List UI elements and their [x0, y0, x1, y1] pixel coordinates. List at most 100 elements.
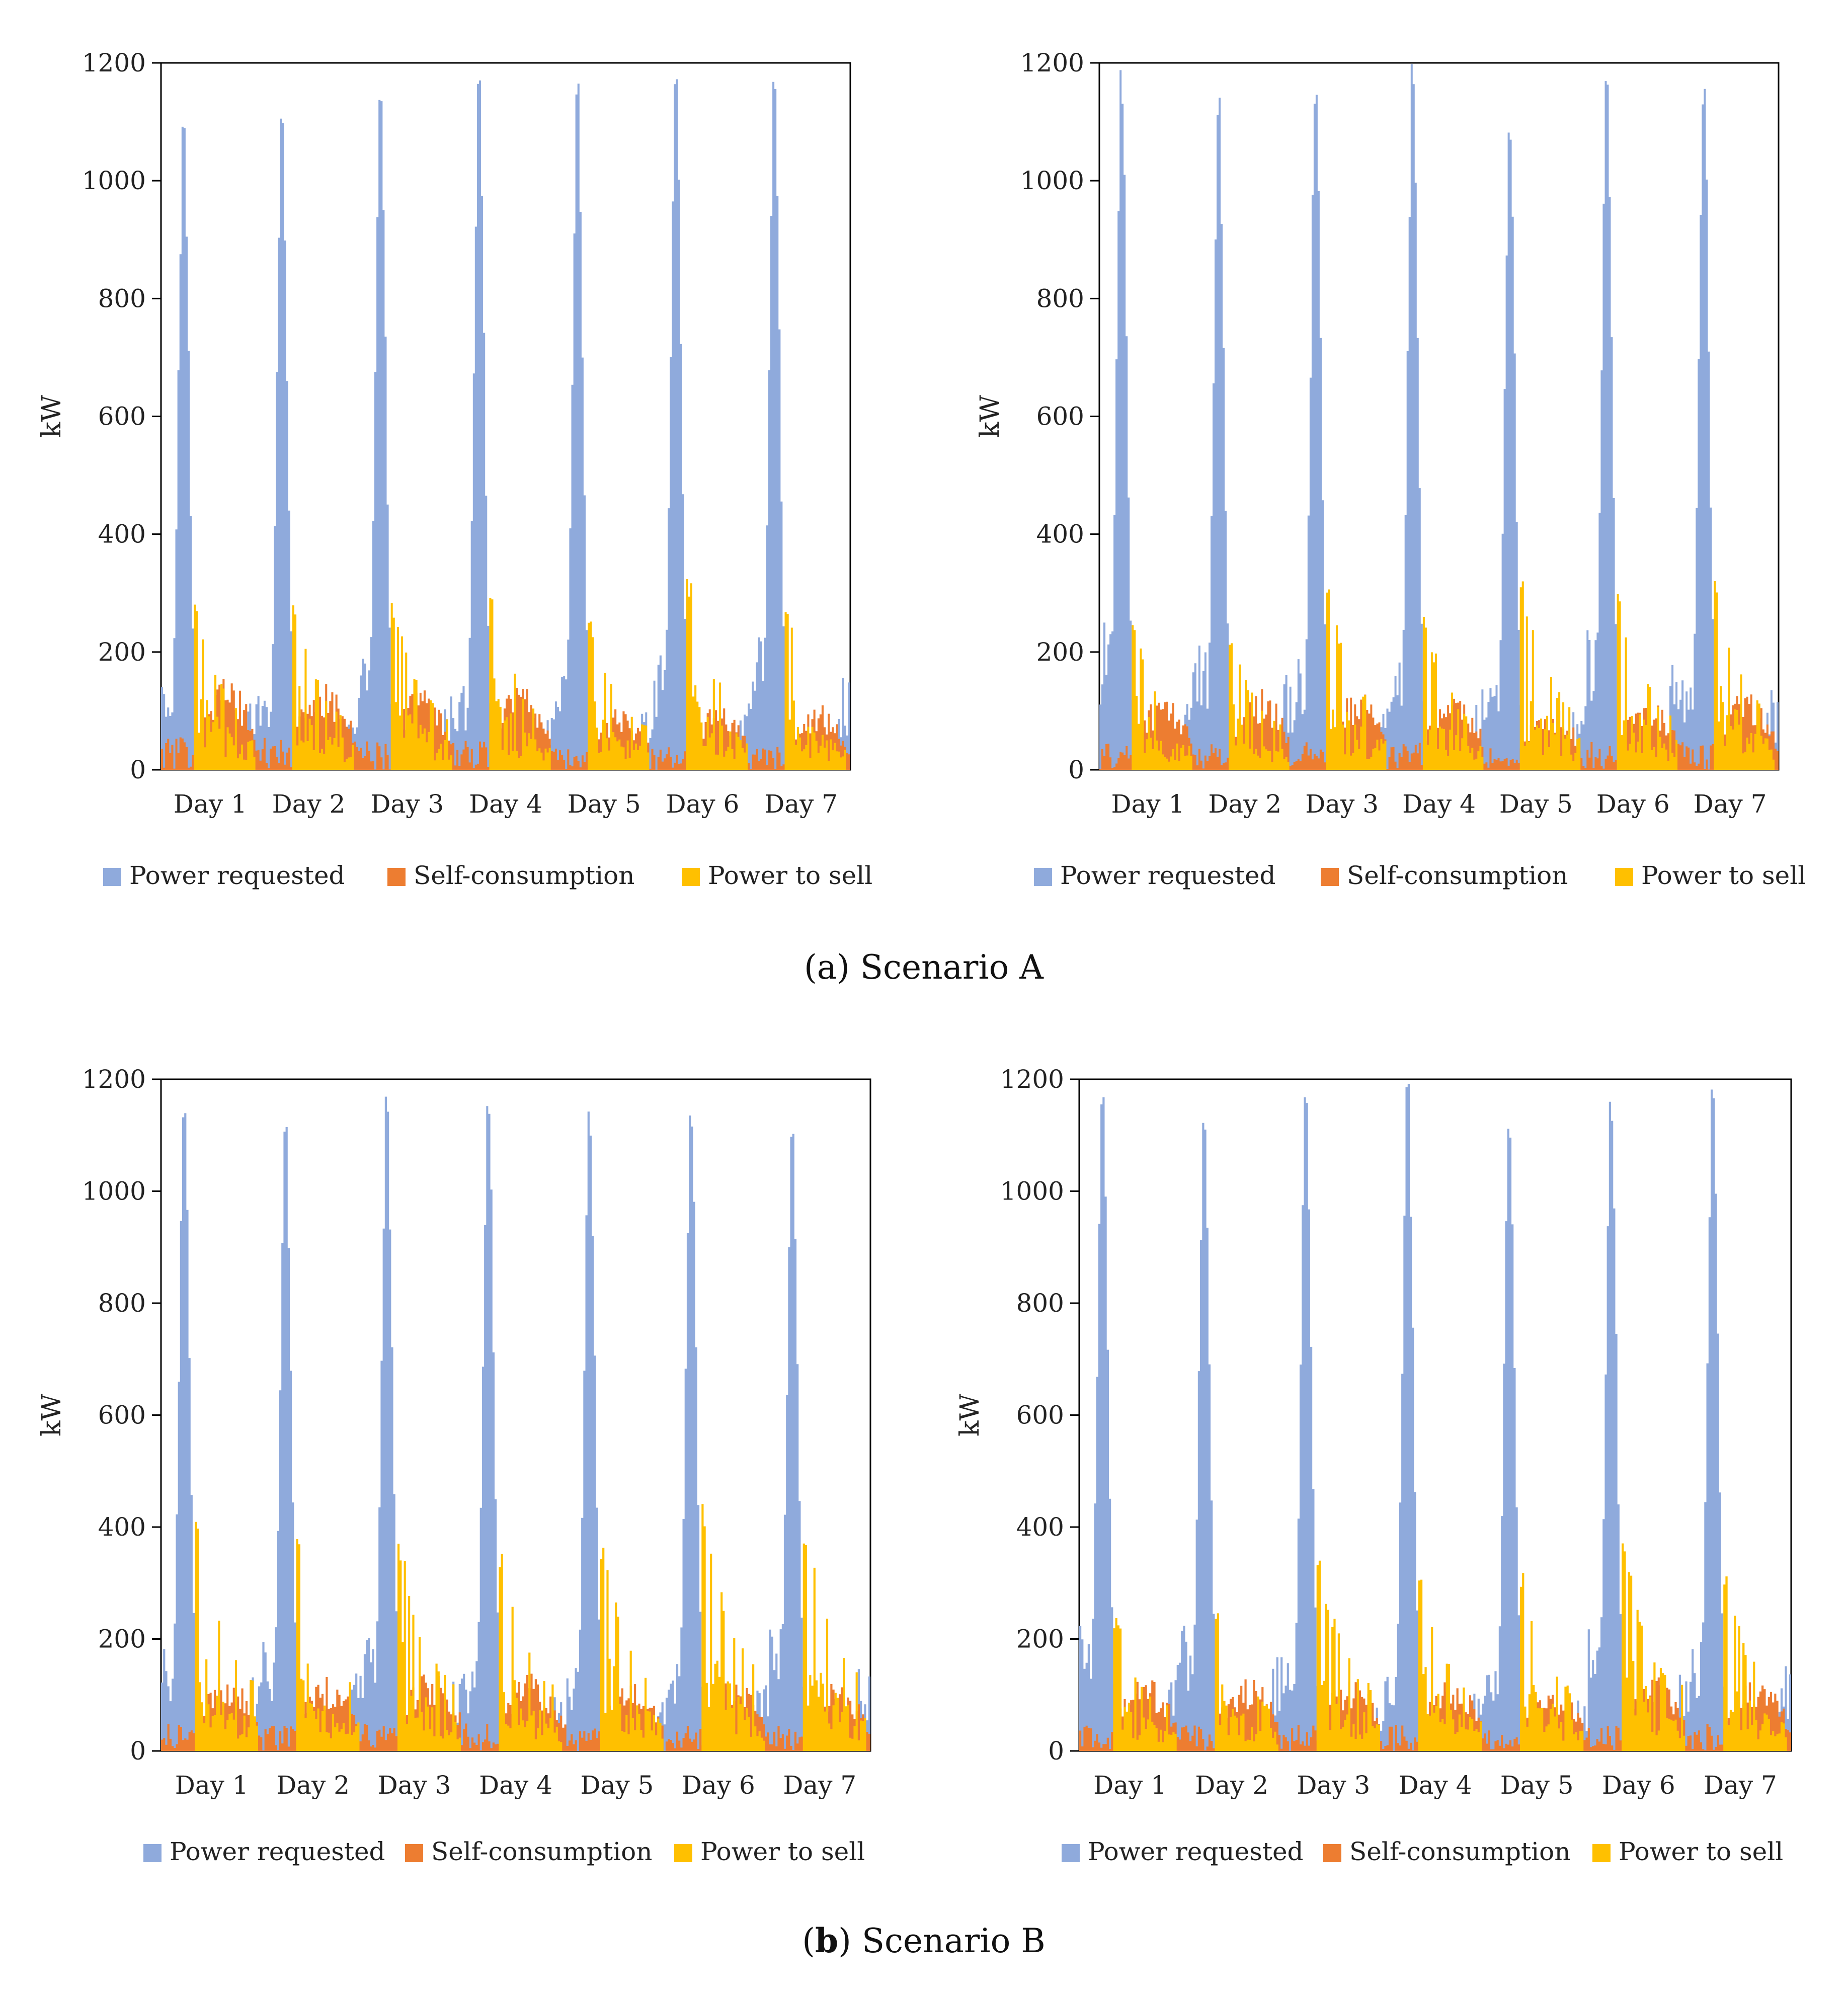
x-tick-label: Day 2 — [272, 789, 346, 819]
chart-b-left: 0 200 400 600 800 1000 1200 Day 1 Day 2 Day 3 Day … — [37, 1065, 871, 1866]
series-area-power-to-sell — [161, 1504, 870, 1751]
caption-b-bold: b — [815, 1921, 838, 1960]
y-tick-label: 400 — [98, 520, 146, 549]
legend-swatch — [103, 868, 121, 886]
legend-label: Power requested — [1088, 1837, 1304, 1866]
y-tick-label: 200 — [98, 1625, 146, 1654]
y-tick-label: 1000 — [82, 1177, 146, 1206]
x-tick-label: Day 5 — [1500, 1771, 1574, 1800]
caption-a-text: Scenario A — [860, 948, 1044, 987]
caption-b-close: ) — [838, 1922, 862, 1960]
x-tick-label: Day 2 — [276, 1771, 350, 1800]
caption-b-text: Scenario B — [862, 1922, 1046, 1960]
y-tick-label: 1200 — [82, 48, 146, 77]
legend-swatch — [387, 868, 406, 886]
caption-scenario-b: (b) Scenario B — [802, 1921, 1046, 1960]
series-area-power-requested — [161, 1096, 870, 1751]
legend-label: Self-consumption — [431, 1837, 652, 1866]
legend-swatch — [1034, 868, 1052, 886]
legend-label: Power to sell — [708, 861, 872, 890]
legend-swatch — [143, 1844, 162, 1862]
y-tick-label: 600 — [98, 1401, 146, 1430]
y-tick-label: 0 — [1048, 1736, 1064, 1766]
x-tick-label: Day 6 — [666, 789, 739, 819]
y-tick-label: 200 — [1016, 1625, 1064, 1654]
legend-label: Power to sell — [700, 1837, 865, 1866]
legend-swatch — [682, 868, 700, 886]
legend-label: Power requested — [1060, 861, 1276, 890]
x-tick-label: Day 1 — [174, 789, 247, 819]
x-tick-label: Day 1 — [1111, 789, 1184, 819]
legend-swatch — [1321, 868, 1339, 886]
y-tick-label: 800 — [98, 284, 146, 313]
y-tick-label: 1000 — [1020, 166, 1084, 195]
x-tick-label: Day 2 — [1195, 1771, 1268, 1800]
x-tick-label: Day 3 — [1297, 1771, 1370, 1800]
x-tick-label: Day 4 — [1402, 789, 1476, 819]
x-tick-label: Day 5 — [580, 1771, 654, 1800]
legend-label: Power to sell — [1619, 1837, 1783, 1866]
y-axis-label: kW — [37, 1393, 67, 1436]
y-tick-label: 800 — [1036, 284, 1084, 313]
x-tick-label: Day 6 — [682, 1771, 755, 1800]
y-tick-label: 1000 — [82, 166, 146, 195]
y-tick-label: 0 — [1068, 755, 1084, 784]
y-tick-label: 200 — [1036, 637, 1084, 667]
series-area-power-to-sell — [1079, 1543, 1791, 1751]
legend-swatch — [405, 1844, 423, 1862]
legend-label: Power to sell — [1641, 861, 1806, 890]
y-tick-label: 600 — [1036, 402, 1084, 431]
y-tick-label: 1200 — [82, 1065, 146, 1094]
y-tick-label: 400 — [98, 1512, 146, 1542]
series-area-power-to-sell — [161, 579, 850, 770]
y-tick-label: 800 — [98, 1289, 146, 1318]
y-tick-label: 0 — [130, 1736, 146, 1766]
x-tick-label: Day 7 — [1694, 789, 1767, 819]
series-area-power-requested — [1099, 64, 1779, 770]
x-tick-label: Day 4 — [479, 1771, 552, 1800]
x-tick-label: Day 7 — [783, 1771, 856, 1800]
legend-swatch — [1615, 868, 1633, 886]
caption-b-open: ( — [802, 1922, 815, 1960]
x-tick-label: Day 4 — [469, 789, 542, 819]
x-tick-label: Day 6 — [1596, 789, 1670, 819]
legend-label: Self-consumption — [1347, 861, 1568, 890]
caption-scenario-a: (a) Scenario A — [804, 948, 1044, 987]
legend-swatch — [1323, 1844, 1341, 1862]
chart-a-right: 0 200 400 600 800 1000 1200 Day 1 Day 2 Day 3 Day … — [975, 48, 1806, 890]
y-tick-label: 800 — [1016, 1289, 1064, 1318]
x-tick-label: Day 7 — [1704, 1771, 1777, 1800]
x-tick-label: Day 1 — [175, 1771, 249, 1800]
legend-label: Power requested — [170, 1837, 385, 1866]
y-tick-label: 1000 — [1000, 1177, 1064, 1206]
x-tick-label: Day 3 — [1305, 789, 1379, 819]
y-axis-label: kW — [37, 394, 67, 438]
x-tick-label: Day 3 — [370, 789, 444, 819]
x-tick-label: Day 3 — [378, 1771, 451, 1800]
legend-swatch — [1062, 1844, 1080, 1862]
x-tick-label: Day 2 — [1208, 789, 1281, 819]
x-tick-label: Day 1 — [1093, 1771, 1167, 1800]
legend-swatch — [674, 1844, 692, 1862]
legend-label: Self-consumption — [414, 861, 634, 890]
legend-label: Power requested — [129, 861, 345, 890]
caption-a-open: (a) — [804, 948, 860, 987]
chart-b-right: 0 200 400 600 800 1000 1200 Day 1 Day 2 Day 3 Day … — [955, 1065, 1792, 1866]
x-tick-label: Day 5 — [1499, 789, 1573, 819]
y-tick-label: 600 — [1016, 1401, 1064, 1430]
chart-a-left: 0 200 400 600 800 1000 1200 Day 1 Day 2 Day 3 Day … — [37, 48, 872, 890]
y-tick-label: 600 — [98, 402, 146, 431]
y-tick-label: 400 — [1036, 520, 1084, 549]
x-tick-label: Day 6 — [1602, 1771, 1675, 1800]
y-tick-label: 1200 — [1000, 1065, 1064, 1094]
series-area-power-requested — [1079, 1084, 1791, 1751]
y-tick-label: 1200 — [1020, 48, 1084, 77]
y-axis-label: kW — [955, 1393, 985, 1436]
y-tick-label: 200 — [98, 637, 146, 667]
x-tick-label: Day 7 — [764, 789, 838, 819]
x-tick-label: Day 5 — [568, 789, 641, 819]
y-tick-label: 0 — [130, 755, 146, 784]
x-tick-label: Day 4 — [1399, 1771, 1472, 1800]
series-area-power-to-sell — [1099, 581, 1779, 770]
